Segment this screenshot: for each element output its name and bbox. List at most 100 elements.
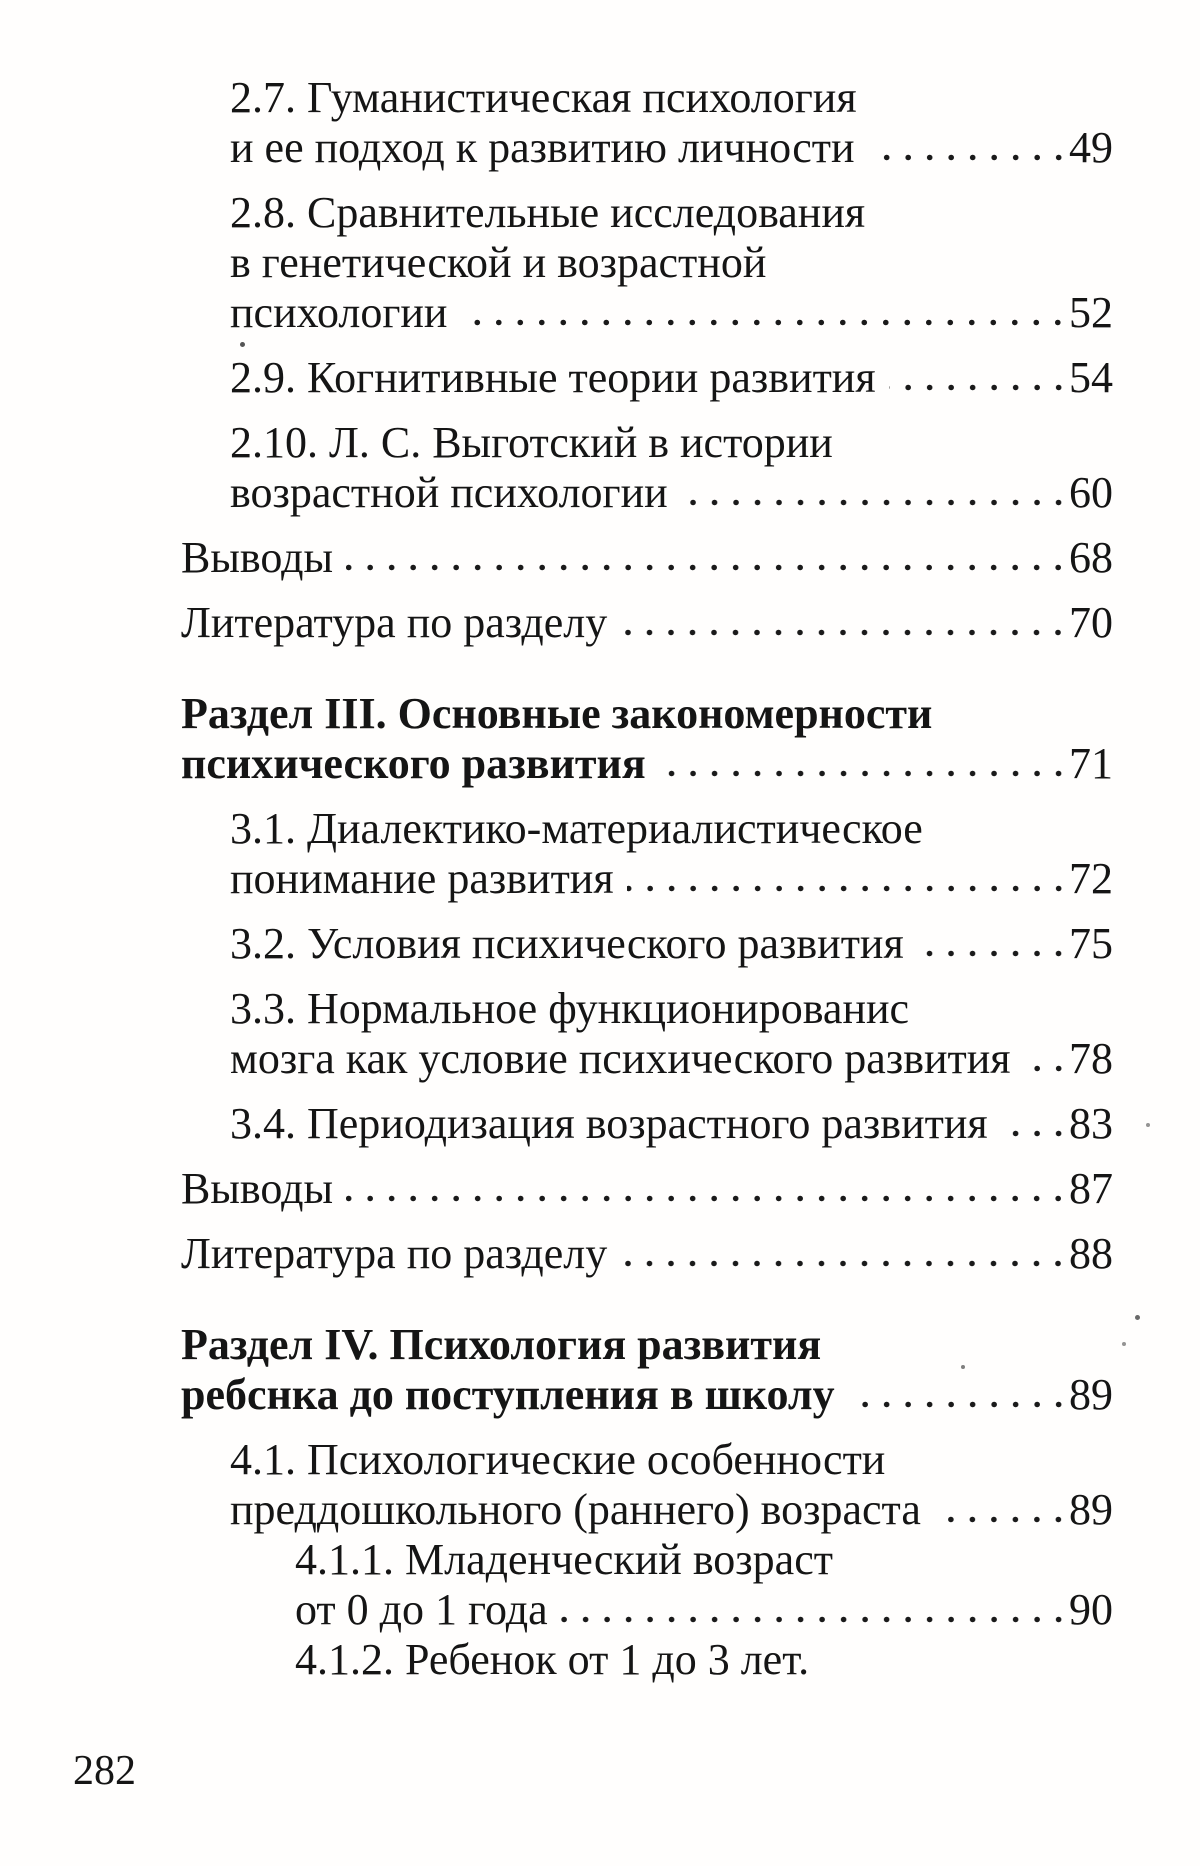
dot-leader [658, 769, 1069, 778]
entry-text: 2.7. Гуманистическая психология [230, 73, 857, 122]
dot-leader [460, 318, 1069, 327]
toc-line: 3.2. Условия психического развития 75 [230, 919, 1113, 969]
entry-text: 2.10. Л. С. Выготский в истории [230, 418, 833, 467]
entry-text: ребснка до поступления в школу [181, 1370, 835, 1419]
dot-leader [916, 949, 1069, 958]
entry-page-number: 88 [1069, 1229, 1113, 1278]
toc-entry-4-1-2: 4.1.2. Ребенок от 1 до 3 лет. [181, 1635, 1113, 1685]
dot-leader [626, 884, 1069, 893]
toc-line: Раздел IV. Психология развития [181, 1320, 1113, 1370]
toc-line: возрастной психологии 60 [230, 468, 1113, 518]
toc-line: 3.1. Диалектико-материалистическое [230, 804, 1113, 854]
entry-text: 4.1. Психологические особенности [230, 1435, 886, 1484]
entry-text: 3.4. Периодизация возрастного развития [230, 1099, 988, 1148]
toc-entry-3-2: 3.2. Условия психического развития 75 [181, 919, 1113, 969]
entry-page-number: 89 [1069, 1485, 1113, 1534]
toc-entry-3-4: 3.4. Периодизация возрастного развития 83 [181, 1099, 1113, 1149]
toc-entry-3-3: 3.3. Нормальное функционированис мозга к… [181, 984, 1113, 1084]
toc-entry-2-7: 2.7. Гуманистическая психология и ее под… [181, 73, 1113, 173]
toc-entry-razdel-4: Раздел IV. Психология развития ребснка д… [181, 1320, 1113, 1420]
toc-line: 4.1.2. Ребенок от 1 до 3 лет. [295, 1635, 1113, 1685]
entry-page-number: 78 [1069, 1034, 1113, 1083]
toc-line: психического развития 71 [181, 739, 1113, 789]
dot-leader [346, 563, 1069, 572]
entry-text: понимание развития [230, 854, 614, 903]
dot-leader [867, 153, 1069, 162]
scan-speck [1146, 1123, 1150, 1127]
entry-text: 2.9. Когнитивные теории развития [230, 353, 876, 402]
dot-leader [1023, 1064, 1069, 1073]
entry-text: мозга как условие психического развития [230, 1034, 1011, 1083]
toc-line: 2.7. Гуманистическая психология [230, 73, 1113, 123]
dot-leader [1000, 1129, 1069, 1138]
entry-text: 2.8. Сравнительные исследования [230, 188, 866, 237]
toc-line: 3.4. Периодизация возрастного развития 83 [230, 1099, 1113, 1149]
entry-page-number: 68 [1069, 533, 1113, 582]
table-of-contents: 2.7. Гуманистическая психология и ее под… [181, 73, 1113, 1685]
scan-speck [240, 342, 245, 347]
toc-entry-razdel-3: Раздел III. Основные закономерности псих… [181, 689, 1113, 789]
dot-leader [847, 1400, 1069, 1409]
entry-text: Раздел IV. Психология развития [181, 1320, 822, 1369]
toc-entry-2-9: 2.9. Когнитивные теории развития 54 [181, 353, 1113, 403]
entry-text: 3.2. Условия психического развития [230, 919, 904, 968]
dot-leader [933, 1515, 1069, 1524]
scan-speck [1135, 1315, 1140, 1320]
toc-line: и ее подход к развитию личности 49 [230, 123, 1113, 173]
dot-leader [560, 1615, 1069, 1624]
toc-line: 2.9. Когнитивные теории развития 54 [230, 353, 1113, 403]
entry-page-number: 89 [1069, 1370, 1113, 1419]
toc-line: Литература по разделу 70 [181, 598, 1113, 648]
entry-page-number: 87 [1069, 1164, 1113, 1213]
entry-text: возрастной психологии [230, 468, 668, 517]
toc-entry-2-10: 2.10. Л. С. Выготский в истории возрастн… [181, 418, 1113, 518]
toc-entry-2-8: 2.8. Сравнительные исследования в генети… [181, 188, 1113, 338]
toc-entry-4-1-1: 4.1.1. Младенческий возраст от 0 до 1 го… [181, 1535, 1113, 1635]
toc-line: психологии 52 [230, 288, 1113, 338]
toc-line: Выводы 68 [181, 533, 1113, 583]
toc-line: понимание развития 72 [230, 854, 1113, 904]
entry-page-number: 49 [1069, 123, 1113, 172]
toc-line: в генетической и возрастной [230, 238, 1113, 288]
dot-leader [346, 1194, 1069, 1203]
toc-line: мозга как условие психического развития 7… [230, 1034, 1113, 1084]
entry-text: от 0 до 1 года [295, 1585, 548, 1634]
toc-entry-3-1: 3.1. Диалектико-материалистическое поним… [181, 804, 1113, 904]
entry-page-number: 70 [1069, 598, 1113, 647]
entry-page-number: 75 [1069, 919, 1113, 968]
entry-text: Раздел III. Основные закономерности [181, 689, 933, 738]
entry-page-number: 72 [1069, 854, 1113, 903]
entry-page-number: 54 [1069, 353, 1113, 402]
dot-leader [620, 1259, 1069, 1268]
toc-entry-4-1: 4.1. Психологические особенности преддош… [181, 1435, 1113, 1535]
toc-line: 4.1.1. Младенческий возраст [295, 1535, 1113, 1585]
entry-text: Литература по разделу [181, 598, 608, 647]
toc-line: Литература по разделу 88 [181, 1229, 1113, 1279]
scan-speck [961, 1365, 965, 1369]
toc-entry-vyvody-3: Выводы 87 [181, 1164, 1113, 1214]
toc-line: 3.3. Нормальное функционированис [230, 984, 1113, 1034]
entry-text: психического развития [181, 739, 646, 788]
toc-entry-literatura-2: Литература по разделу 70 [181, 598, 1113, 648]
entry-page-number: 90 [1069, 1585, 1113, 1634]
entry-page-number: 60 [1069, 468, 1113, 517]
toc-line: ребснка до поступления в школу 89 [181, 1370, 1113, 1420]
entry-text: Выводы [181, 1164, 334, 1213]
entry-page-number: 52 [1069, 288, 1113, 337]
entry-text: в генетической и возрастной [230, 238, 767, 287]
toc-line: Раздел III. Основные закономерности [181, 689, 1113, 739]
entry-page-number: 83 [1069, 1099, 1113, 1148]
folio-page-number: 282 [73, 1748, 136, 1794]
entry-text: психологии [230, 288, 448, 337]
entry-page-number: 71 [1069, 739, 1113, 788]
entry-text: 4.1.1. Младенческий возраст [295, 1535, 833, 1584]
entry-text: 3.3. Нормальное функционированис [230, 984, 910, 1033]
toc-line: 2.8. Сравнительные исследования [230, 188, 1113, 238]
entry-text: 4.1.2. Ребенок от 1 до 3 лет. [295, 1635, 810, 1684]
scan-speck [1122, 1342, 1126, 1346]
toc-line: Выводы 87 [181, 1164, 1113, 1214]
toc-line: 2.10. Л. С. Выготский в истории [230, 418, 1113, 468]
dot-leader [888, 383, 1069, 392]
toc-line: преддошкольного (раннего) возраста 89 [230, 1485, 1113, 1535]
entry-text: Литература по разделу [181, 1229, 608, 1278]
